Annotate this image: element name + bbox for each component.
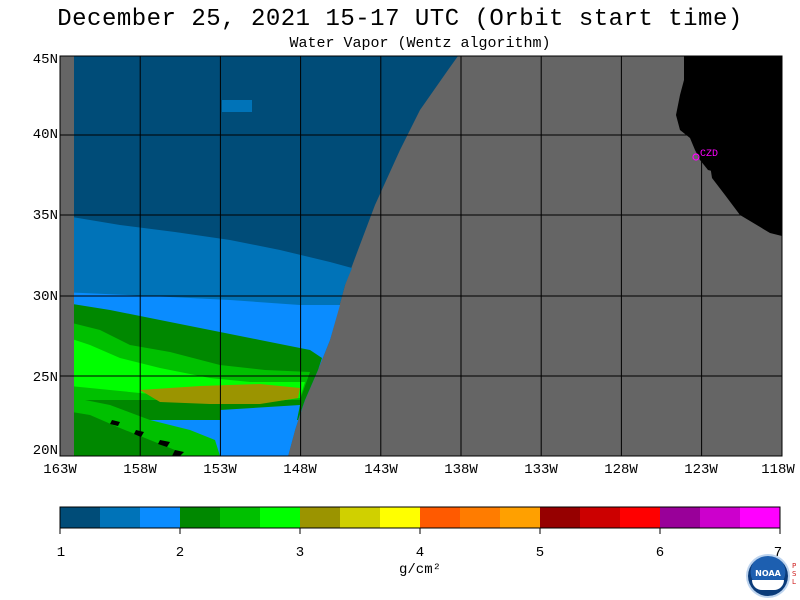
psl-letter: P bbox=[792, 562, 797, 570]
lon-label: 138W bbox=[444, 462, 478, 478]
lat-label: 35N bbox=[32, 208, 58, 224]
lon-label: 118W bbox=[761, 462, 795, 478]
data-swath bbox=[60, 56, 458, 456]
land-mass bbox=[676, 56, 782, 236]
lat-label: 45N bbox=[32, 52, 58, 68]
lon-label: 163W bbox=[43, 462, 77, 478]
colorbar-tick-label: 6 bbox=[655, 545, 665, 561]
psl-letter: L bbox=[792, 578, 796, 586]
map-grid bbox=[60, 56, 782, 456]
lon-label: 128W bbox=[604, 462, 638, 478]
colorbar-tick-label: 3 bbox=[295, 545, 305, 561]
colorbar-tick-label: 5 bbox=[535, 545, 545, 561]
colorbar-unit: g/cm² bbox=[398, 562, 441, 578]
page-subtitle: Water Vapor (Wentz algorithm) bbox=[289, 35, 551, 52]
page-title: December 25, 2021 15-17 UTC (Orbit start… bbox=[57, 6, 743, 33]
psl-logo: P S L bbox=[792, 562, 800, 586]
lon-label: 153W bbox=[203, 462, 237, 478]
lon-label: 123W bbox=[684, 462, 718, 478]
colorbar-tick-label: 7 bbox=[773, 545, 783, 561]
psl-letter: S bbox=[792, 570, 797, 578]
lat-label: 20N bbox=[32, 443, 58, 459]
lon-label: 148W bbox=[283, 462, 317, 478]
lat-label: 40N bbox=[32, 127, 58, 143]
noaa-logo-text: NOAA bbox=[755, 569, 781, 578]
noaa-logo: NOAA bbox=[748, 556, 788, 596]
city-label: CZD bbox=[700, 149, 718, 160]
lon-label: 158W bbox=[123, 462, 157, 478]
lon-label: 143W bbox=[364, 462, 398, 478]
lat-label: 25N bbox=[32, 370, 58, 386]
noaa-logo-wave bbox=[752, 580, 784, 590]
city-marker: CZD bbox=[692, 149, 718, 161]
colorbar-tick-label: 1 bbox=[56, 545, 66, 561]
lat-label: 30N bbox=[32, 289, 58, 305]
colorbar-tick-label: 4 bbox=[415, 545, 425, 561]
colorbar-tick-label: 2 bbox=[175, 545, 185, 561]
lon-label: 133W bbox=[524, 462, 558, 478]
map-frame bbox=[59, 55, 783, 457]
